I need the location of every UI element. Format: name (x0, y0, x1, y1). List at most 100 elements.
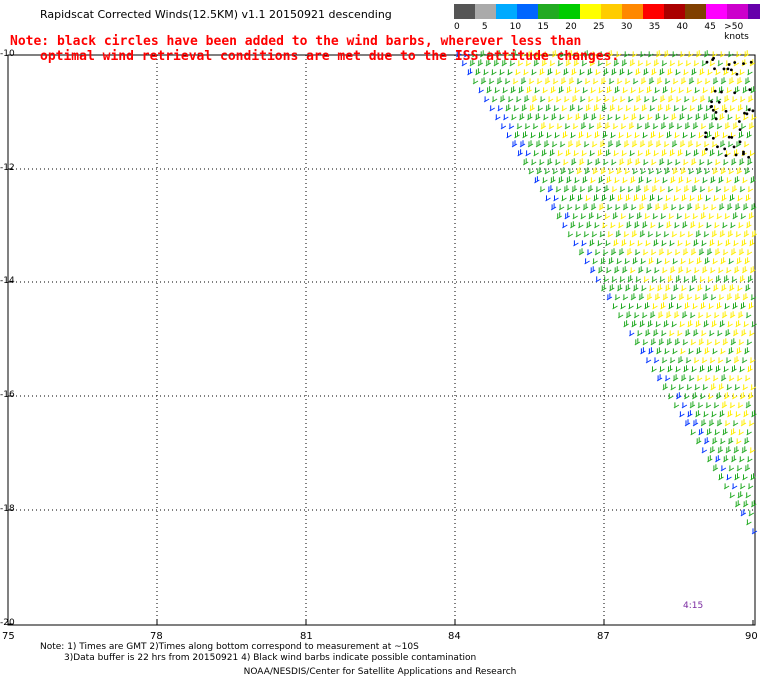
wind-barb (582, 203, 589, 211)
wind-barb (643, 276, 649, 283)
wind-barb (742, 203, 749, 211)
wind-barb (747, 275, 753, 283)
wind-barb (719, 410, 725, 418)
wind-barb (705, 312, 712, 319)
wind-barb (642, 339, 649, 346)
wind-barb (559, 141, 566, 148)
x-tick-label: 75 (2, 631, 15, 642)
wind-barb (616, 258, 622, 265)
wind-barb (637, 240, 643, 247)
wind-barb (716, 392, 722, 400)
wind-barb (725, 239, 731, 247)
wind-barb (669, 240, 675, 247)
wind-barb (722, 132, 728, 139)
wind-barb (725, 267, 732, 274)
wind-barb (508, 123, 515, 130)
wind-barb (717, 240, 723, 247)
wind-barb (632, 78, 639, 85)
wind-barb (705, 285, 711, 292)
wind-barb (633, 194, 639, 202)
wind-barb (647, 51, 654, 58)
wind-barb (642, 221, 648, 229)
wind-barb (688, 168, 695, 175)
wind-barb (558, 176, 564, 184)
wind-barb (641, 312, 648, 319)
credit-line: NOAA/NESDIS/Center for Satellite Applica… (243, 667, 517, 677)
wind-barb (738, 429, 744, 436)
wind-barb (658, 158, 665, 166)
wind-barb (742, 86, 748, 94)
wind-barb (564, 212, 570, 220)
wind-barb (515, 69, 521, 76)
wind-barb (681, 311, 688, 319)
wind-barb (728, 168, 735, 175)
wind-barb (614, 294, 621, 301)
wind-barb (677, 60, 684, 67)
wind-barb (562, 222, 568, 229)
wind-barb (742, 177, 748, 184)
wind-barb (724, 329, 731, 337)
x-tick-label: 78 (150, 631, 163, 642)
wind-barb (645, 357, 652, 364)
wind-barb (745, 401, 752, 409)
wind-barb (689, 312, 696, 319)
wind-barb (741, 446, 748, 454)
contamination-marker (720, 90, 723, 94)
wind-barb (623, 51, 630, 58)
wind-barb (701, 266, 708, 274)
wind-barb (699, 276, 705, 283)
wind-barb (571, 95, 578, 103)
wind-barb (634, 249, 641, 256)
wind-barb (704, 257, 710, 265)
wind-barb (712, 167, 719, 175)
wind-barb (671, 231, 678, 238)
wind-barb (707, 276, 713, 283)
wind-barb (659, 186, 666, 193)
wind-barb (678, 293, 685, 301)
wind-barb (532, 123, 539, 130)
wind-barb (716, 419, 723, 427)
wind-barb (511, 50, 518, 58)
wind-barb (732, 212, 738, 220)
contamination-marker (723, 147, 727, 151)
wind-barb (712, 464, 719, 472)
wind-barb (714, 248, 721, 256)
wind-barb (512, 78, 519, 85)
wind-barb (611, 96, 618, 103)
wind-barb (519, 113, 525, 121)
wind-barb (731, 483, 738, 490)
wind-barb (639, 320, 645, 328)
legend-label: 5 (481, 22, 488, 32)
wind-barb (585, 195, 591, 202)
wind-barb (651, 68, 657, 76)
wind-barb (650, 131, 656, 139)
wind-barb (701, 447, 708, 454)
wind-barb (719, 51, 726, 58)
wind-barb (716, 123, 723, 130)
wind-barb (637, 150, 643, 157)
wind-barb (493, 59, 500, 67)
wind-barb (737, 402, 744, 409)
wind-barb (723, 186, 730, 193)
contamination-marker (732, 145, 736, 149)
wind-barb (749, 239, 755, 247)
legend-swatch (748, 4, 760, 19)
wind-barb (690, 132, 696, 139)
wind-barb (701, 149, 707, 157)
wind-barb (566, 176, 572, 184)
wind-barb (750, 203, 757, 211)
wind-barb (568, 77, 575, 85)
wind-barb (515, 96, 522, 103)
wind-barb (729, 284, 735, 292)
wind-barb (688, 258, 694, 265)
wind-barb (654, 203, 661, 211)
wind-barb (674, 338, 681, 346)
wind-barb (709, 60, 716, 67)
wind-barb (669, 357, 676, 364)
wind-barb (674, 222, 680, 229)
wind-barb (644, 122, 651, 130)
wind-barb (720, 465, 727, 472)
wind-barb (734, 384, 740, 391)
wind-barb (660, 213, 666, 220)
wind-barb (715, 455, 721, 463)
